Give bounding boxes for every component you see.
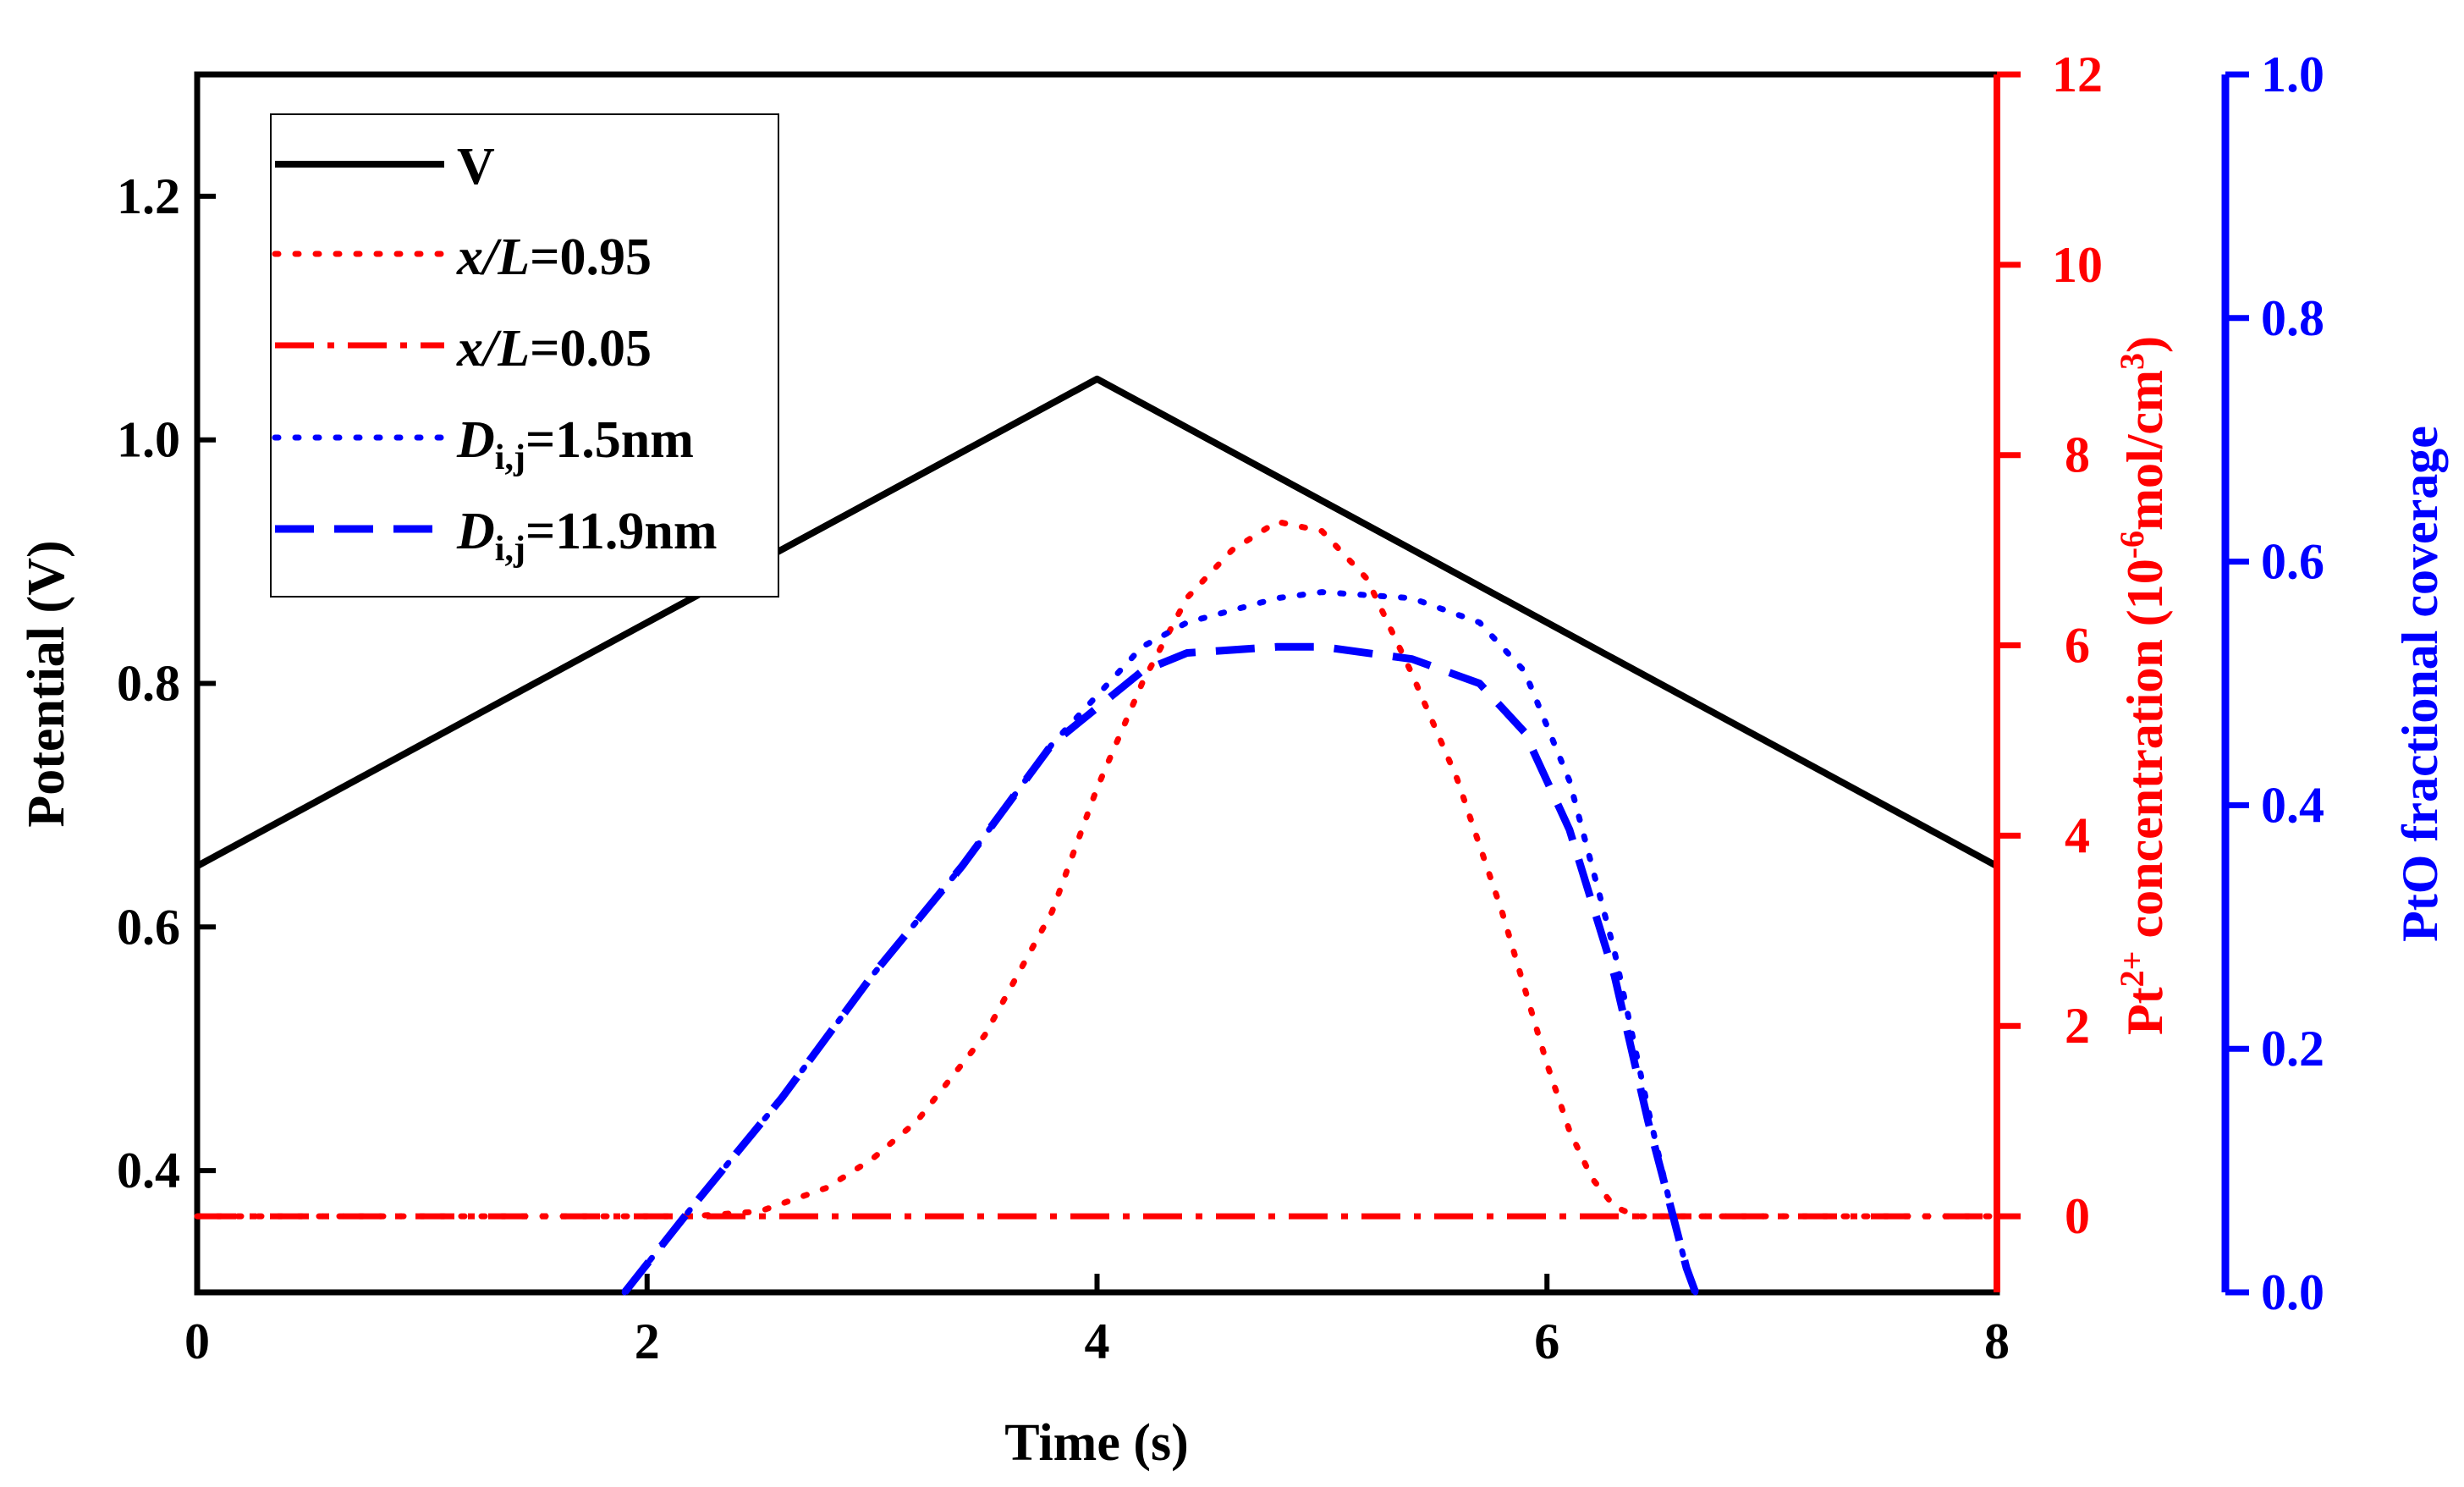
right2-tick-label: 0.2 xyxy=(2261,1021,2324,1077)
pt-concentration-axis: 0 2 4 6 8 10 12 xyxy=(1994,47,2103,1292)
right1-tick-label: 4 xyxy=(2065,807,2090,863)
left-tick-label: 0.4 xyxy=(117,1143,180,1198)
pto-coverage-axis: 0.0 0.2 0.4 0.6 0.8 1.0 xyxy=(2221,47,2324,1320)
right2-tick-label: 1.0 xyxy=(2261,47,2324,102)
legend-label-v: V xyxy=(457,138,495,196)
right1-tick-label: 8 xyxy=(2065,427,2090,483)
right1-tick-label: 6 xyxy=(2065,618,2090,674)
left-tick-label: 1.2 xyxy=(117,168,180,224)
series-v xyxy=(195,375,1999,869)
x-tick-label: 0 xyxy=(184,1314,210,1369)
left-tick-label: 1.0 xyxy=(117,412,180,468)
series-layer xyxy=(194,375,2000,1296)
left-tick-label: 0.6 xyxy=(117,899,180,955)
left-axis-label: Potential (V) xyxy=(18,540,75,827)
right2-tick-label: 0.6 xyxy=(2261,534,2324,590)
right1-tick-label: 2 xyxy=(2065,998,2090,1054)
legend-label-xl095: x/L=0.95 xyxy=(456,229,652,286)
legend-label-xl005: x/L=0.05 xyxy=(456,320,652,377)
legend-label-d119: Di,j=11.9nm xyxy=(456,503,717,569)
right1-axis-label: Pt2+ concentration (10-6mol/cm3) xyxy=(2113,336,2173,1035)
x-tick-label: 8 xyxy=(1984,1314,2010,1369)
right2-axis-label: PtO fractional coverage xyxy=(2392,426,2448,942)
series-x-l-0-95 xyxy=(194,518,2000,1220)
left-tick-label: 0.8 xyxy=(117,656,180,712)
right1-tick-label: 12 xyxy=(2052,47,2103,102)
legend: V x/L=0.95 x/L=0.05 Di,j=1.5nm Di,j=11.9… xyxy=(270,113,779,598)
x-tick-label: 2 xyxy=(635,1314,660,1369)
x-tick-label: 6 xyxy=(1534,1314,1559,1369)
right1-tick-label: 0 xyxy=(2065,1188,2090,1244)
left-axis: 0.4 0.6 0.8 1.0 1.2 xyxy=(117,168,216,1198)
right2-tick-label: 0.8 xyxy=(2261,290,2324,346)
legend-box xyxy=(270,113,779,598)
series-d-11-9nm xyxy=(621,642,1699,1295)
right2-tick-label: 0.0 xyxy=(2261,1264,2324,1320)
series-d-1-5nm xyxy=(621,589,1699,1296)
x-tick-label: 4 xyxy=(1085,1314,1110,1369)
right1-tick-label: 10 xyxy=(2052,237,2103,293)
right2-tick-label: 0.4 xyxy=(2261,777,2324,833)
x-axis: 0 2 4 6 8 xyxy=(184,1274,2010,1369)
legend-label-d15: Di,j=1.5nm xyxy=(456,411,694,477)
x-axis-label: Time (s) xyxy=(1004,1414,1189,1472)
